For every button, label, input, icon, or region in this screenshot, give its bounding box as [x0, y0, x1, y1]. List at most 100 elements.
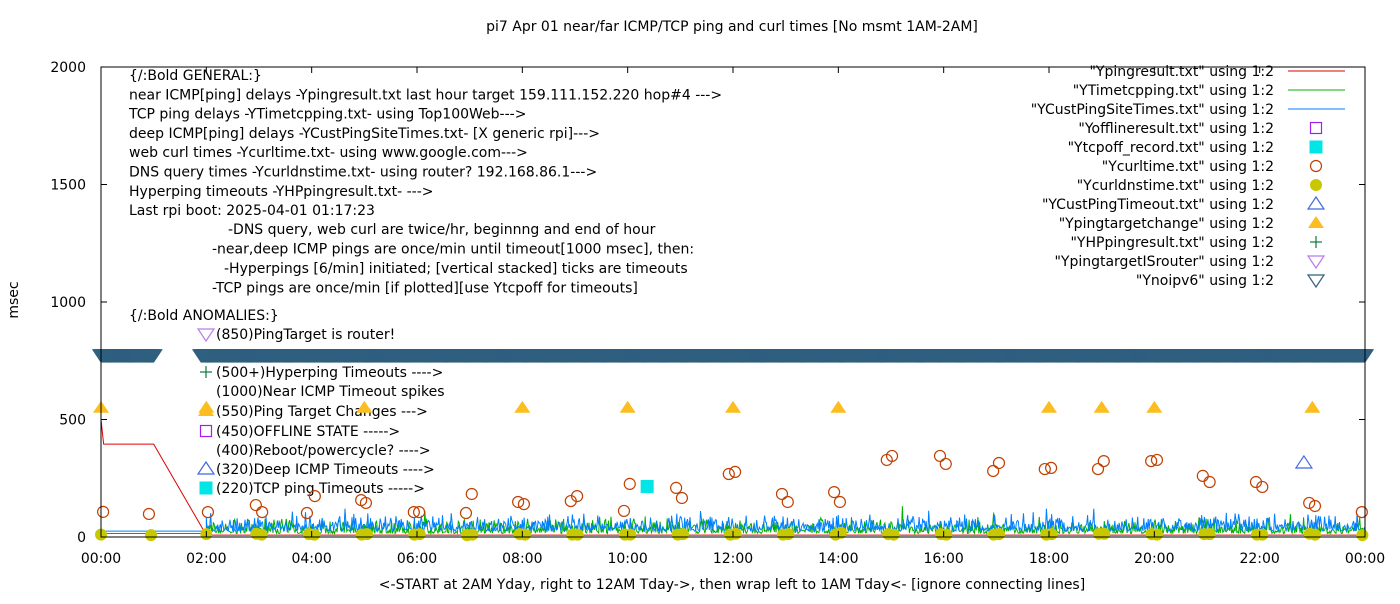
legend-entry-label: "Yofflineresult.txt" using 1:2	[1078, 121, 1274, 137]
anomaly-symbol-up-triangle-open-icon	[196, 460, 216, 475]
data-point-circle-open	[1091, 462, 1105, 476]
data-point-circle-open	[201, 505, 215, 519]
data-point-circle-open	[407, 505, 420, 519]
data-point-circle-open	[249, 498, 262, 512]
data-point-circle-filled	[1098, 527, 1111, 540]
data-point-up-triangle-filled	[1146, 400, 1163, 413]
data-point-circle-open	[781, 495, 794, 509]
data-point-circle-open	[1045, 461, 1058, 475]
data-point-circle-open	[992, 456, 1006, 470]
anomaly-symbol-square-open-icon	[199, 424, 213, 438]
y-tick-label: 1500	[50, 178, 86, 194]
legend-circle-open-icon	[1309, 159, 1323, 173]
legend-entry-label: "YCustPingTimeout.txt" using 1:2	[1042, 197, 1274, 213]
data-point-circle-filled	[676, 528, 689, 541]
legend-circle-filled-icon	[1310, 179, 1322, 191]
legend-entry-label: "YHPpingresult.txt" using 1:2	[1070, 235, 1274, 251]
series-7	[1294, 454, 1314, 469]
data-point-circle-filled	[992, 528, 1005, 541]
data-point-up-triangle-filled	[1041, 400, 1057, 413]
data-point-circle-open	[833, 495, 847, 509]
data-point-circle-filled	[782, 528, 795, 541]
annotation-anomalies-title: {/:Bold ANOMALIES:}	[129, 308, 279, 324]
data-point-circle-filled	[729, 527, 742, 540]
data-point-circle-filled	[360, 528, 373, 541]
legend-down-triangle-open-icon	[1306, 255, 1326, 270]
data-point-circle-filled	[940, 528, 953, 541]
legend-up-triangle-filled-icon	[1308, 216, 1324, 228]
legend-entry-label: "YTimetcpping.txt" using 1:2	[1073, 83, 1274, 99]
data-point-circle-open	[617, 504, 631, 518]
data-point-circle-filled	[1308, 528, 1321, 541]
data-point-circle-open	[623, 477, 636, 490]
annotation-anomaly-line: (1000)Near ICMP Timeout spikes	[216, 384, 445, 400]
series-11	[91, 349, 1375, 363]
x-tick-label: 14:00	[818, 551, 858, 567]
legend-entry-label: "Ypingtargetchange" using 1:2	[1059, 216, 1274, 232]
data-point-circle-filled	[1256, 528, 1269, 541]
data-point-square-filled	[640, 479, 654, 493]
data-point-circle-open	[939, 457, 952, 471]
data-point-up-triangle-filled	[725, 400, 741, 413]
legend-entry-label: "Ynoipv6" using 1:2	[1136, 273, 1274, 289]
y-tick-label: 1000	[50, 295, 86, 311]
data-point-up-triangle-filled	[830, 400, 847, 413]
series-4	[640, 479, 654, 493]
y-axis-label: msec	[6, 281, 22, 318]
data-point-circle-open	[722, 467, 735, 481]
annotation-anomaly-line: (450)OFFLINE STATE ----->	[216, 424, 400, 440]
x-tick-label: 16:00	[923, 551, 963, 567]
series-5	[97, 449, 1368, 521]
legend-entry-label: "YpingtargetISrouter" using 1:2	[1054, 254, 1274, 270]
data-point-circle-open	[1038, 462, 1051, 476]
data-point-circle-open	[359, 496, 373, 510]
annotation-general-line: Hyperping timeouts -YHPpingresult.txt- -…	[129, 184, 434, 200]
data-point-circle-open	[828, 486, 841, 499]
legend-plus-icon	[1310, 236, 1322, 248]
data-point-circle-open	[465, 487, 478, 501]
x-tick-label: 00:00	[81, 551, 121, 567]
annotation-general-line: {/:Bold GENERAL:}	[129, 68, 262, 84]
legend-entry-label: "Ytcpoff_record.txt" using 1:2	[1068, 140, 1274, 156]
data-point-circle-filled	[145, 529, 158, 542]
x-tick-label: 12:00	[713, 551, 753, 567]
annotations: {/:Bold GENERAL:} near ICMP[ping] delays …	[128, 68, 722, 497]
annotation-anomaly-line: (500+)Hyperping Timeouts ---->	[216, 365, 443, 381]
data-point-circle-open	[729, 465, 742, 479]
x-tick-label: 04:00	[291, 551, 331, 567]
y-tick-label: 500	[59, 413, 86, 429]
annotation-note-line: -near,deep ICMP pings are once/min until…	[212, 242, 694, 258]
data-point-circle-open	[987, 464, 1000, 478]
data-point-circle-open	[1203, 475, 1216, 489]
data-point-circle-filled	[571, 528, 584, 541]
data-point-circle-open	[670, 481, 683, 494]
legend-down-triangle-dense-icon	[1306, 274, 1326, 289]
axes: 00:00 02:00 04:00 06:00 08:00 10:00 12:00 14:00…	[50, 60, 1385, 567]
data-point-circle-filled	[255, 528, 268, 541]
data-point-circle-open	[1256, 480, 1269, 494]
data-point-up-triangle-filled	[356, 400, 373, 413]
data-point-circle-open	[1097, 454, 1110, 468]
data-point-up-triangle-open	[1294, 454, 1314, 469]
data-point-circle-open	[459, 506, 473, 520]
data-point-circle-open	[256, 505, 269, 519]
series-line-ypingresult	[100, 419, 1365, 536]
annotation-anomaly-line: (400)Reboot/powercycle? ---->	[216, 443, 431, 459]
anomaly-symbol-down-triangle-open-icon	[196, 328, 216, 343]
annotation-note-line: -Hyperpings [6/min] initiated; [vertical…	[224, 261, 688, 277]
data-point-circle-filled	[887, 528, 900, 541]
data-point-circle-open	[571, 490, 584, 503]
x-axis-label: <-START at 2AM Yday, right to 12AM Tday-…	[379, 577, 1085, 593]
data-point-circle-filled	[308, 528, 321, 541]
legend-entry-label: "Ypingresult.txt" using 1:2	[1089, 64, 1274, 80]
annotation-anomaly-line: (550)Ping Target Changes --->	[216, 404, 428, 420]
annotation-anomaly-line: (320)Deep ICMP Timeouts ---->	[216, 462, 435, 478]
legend-entry-label: "Ycurltime.txt" using 1:2	[1102, 159, 1274, 175]
data-point-circle-open	[512, 495, 525, 509]
data-point-circle-open	[885, 449, 899, 463]
x-tick-label: 08:00	[502, 551, 542, 567]
series-0	[100, 419, 1365, 536]
noipv6-marker	[144, 349, 163, 363]
annotation-general-line: web curl times -Ycurltime.txt- using www…	[129, 145, 528, 161]
